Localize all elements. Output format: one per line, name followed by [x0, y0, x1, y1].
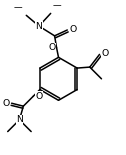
Text: O: O [48, 43, 56, 52]
Text: O: O [2, 99, 10, 108]
Text: N: N [36, 22, 42, 31]
Text: O: O [35, 92, 42, 101]
Text: —: — [14, 3, 22, 12]
Text: O: O [101, 49, 109, 58]
Text: O: O [69, 25, 76, 34]
Text: —: — [53, 1, 61, 10]
Text: N: N [16, 115, 23, 124]
